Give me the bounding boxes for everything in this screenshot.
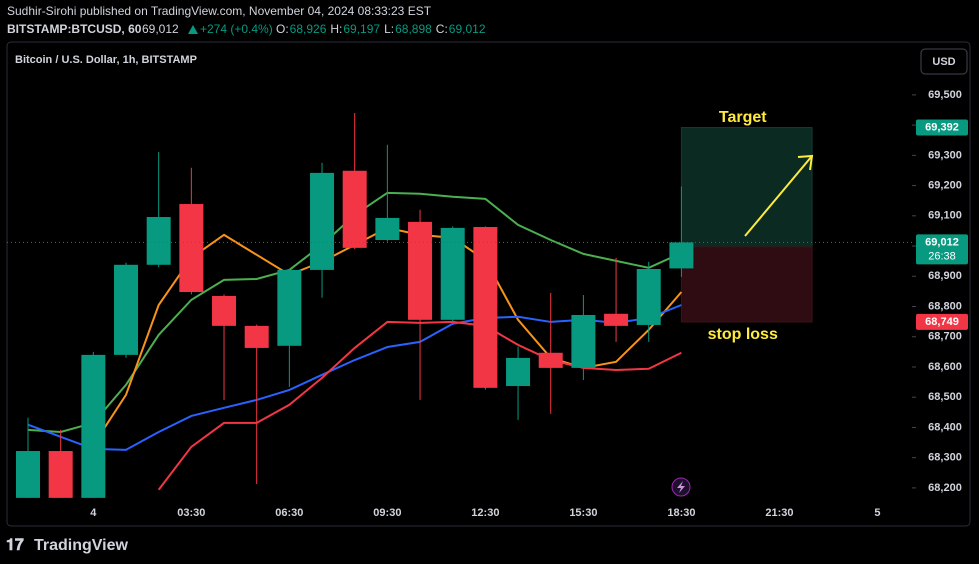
candle-body — [342, 170, 367, 248]
candle-body — [538, 352, 563, 368]
event-bolt — [677, 481, 685, 493]
candle-body — [440, 227, 465, 320]
change: +274 (+0.4%) — [200, 22, 273, 36]
candle-body — [506, 357, 531, 387]
x-tick-label: 4 — [90, 507, 97, 519]
y-tick-label: 68,800 — [928, 300, 962, 312]
candle-body — [473, 227, 498, 388]
ohlc-label: O: — [276, 22, 289, 36]
target-text: Target — [719, 109, 767, 126]
candle-body — [212, 295, 237, 326]
candle-body — [48, 451, 73, 498]
stop-zone — [680, 246, 813, 323]
candle-body — [571, 314, 596, 368]
candle-body — [375, 217, 400, 240]
candle-body — [179, 204, 204, 292]
y-tick-label: 68,400 — [928, 421, 962, 433]
x-tick-label: 5 — [874, 507, 880, 519]
candle-body — [146, 217, 171, 265]
y-tick-label: 68,300 — [928, 452, 962, 464]
stop-price-bg — [916, 313, 968, 330]
candle-body — [81, 354, 106, 498]
x-tick-label: 12:30 — [471, 507, 499, 519]
symbol: BITSTAMP:BTCUSD, 60 — [7, 22, 142, 36]
target-price-bg — [916, 119, 968, 136]
y-tick-label: 68,900 — [928, 270, 962, 282]
last-price-countdown: 26:38 — [928, 250, 956, 262]
candle-body — [114, 264, 139, 355]
candle-body — [16, 451, 40, 498]
x-tick-label: 06:30 — [275, 507, 303, 519]
x-tick-label: 18:30 — [667, 507, 695, 519]
y-tick-label: 68,200 — [928, 482, 962, 494]
ohlc: O: 68,926 H: 69,197 L: 68,898 C: 69,012 — [276, 22, 486, 36]
candle-body — [408, 221, 433, 320]
y-tick-label: 68,500 — [928, 391, 962, 403]
arrow-head — [797, 154, 814, 171]
y-tick-label: 68,700 — [928, 331, 962, 343]
ohlc-value: 69,012 — [449, 22, 486, 36]
candle-body — [669, 242, 694, 269]
stop-price: 68,749 — [925, 316, 959, 328]
published-line: Sudhir-Sirohi published on TradingView.c… — [7, 4, 432, 18]
last-price: 69,012 — [925, 236, 959, 248]
candle-body — [636, 269, 661, 325]
candle-body — [244, 325, 269, 348]
candle-body — [310, 172, 335, 270]
x-tick-label: 03:30 — [177, 507, 205, 519]
y-tick-label: 69,500 — [928, 89, 962, 101]
brand-logo: 𝟏𝟕 — [6, 537, 24, 554]
currency-button[interactable] — [920, 48, 968, 75]
chart-title: Bitcoin / U.S. Dollar, 1h, BITSTAMP — [15, 54, 197, 66]
ohlc-label: L: — [384, 22, 394, 36]
y-tick-label: 69,100 — [928, 210, 962, 222]
frame — [6, 41, 971, 527]
y-tick-label: 69,200 — [928, 179, 962, 191]
ohlc-value: 69,197 — [343, 22, 380, 36]
ohlc-value: 68,898 — [395, 22, 432, 36]
x-tick-label: 15:30 — [569, 507, 597, 519]
ohlc-value: 68,926 — [290, 22, 327, 36]
up-arrow — [188, 25, 198, 34]
y-tick-label: 68,600 — [928, 361, 962, 373]
stop-text: stop loss — [708, 326, 778, 343]
arrow — [744, 155, 813, 237]
last-price-bg — [916, 234, 968, 265]
candle-body — [604, 313, 629, 326]
target-zone — [680, 127, 813, 248]
y-tick-label: 69,300 — [928, 149, 962, 161]
ohlc-label: C: — [436, 22, 448, 36]
target-price: 69,392 — [925, 121, 959, 133]
candle-body — [277, 269, 302, 346]
last: 69,012 — [142, 22, 179, 36]
x-tick-label: 09:30 — [373, 507, 401, 519]
plot — [16, 113, 814, 498]
x-tick-label: 21:30 — [765, 507, 793, 519]
currency: USD — [932, 56, 955, 68]
brand: TradingView — [34, 537, 129, 554]
ohlc-label: H: — [330, 22, 342, 36]
